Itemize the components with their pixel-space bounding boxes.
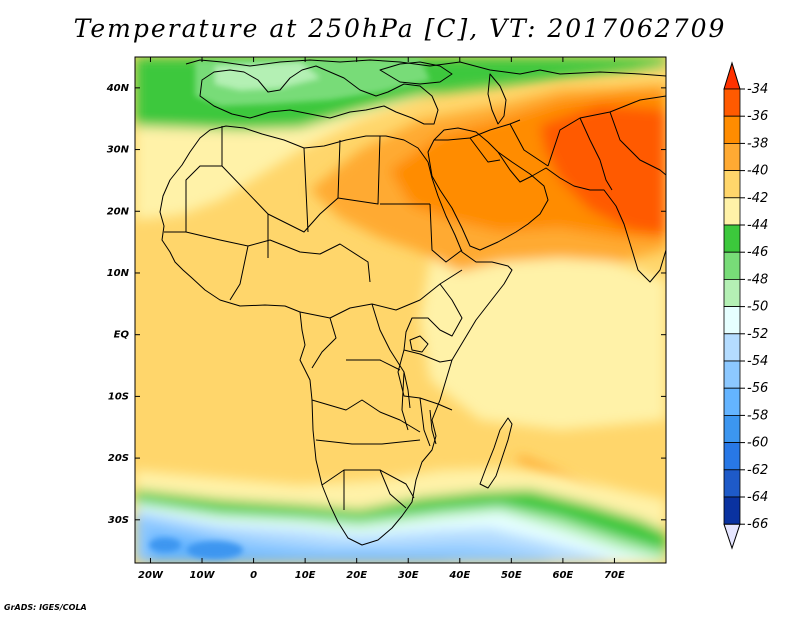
coastline-madagascar — [479, 417, 513, 489]
border-lines-central-africa — [299, 269, 463, 510]
colorbar-swatch — [723, 360, 741, 389]
colorbar-label: -48 — [747, 272, 768, 287]
colorbar-swatch — [723, 224, 741, 253]
colorbar-label: -44 — [747, 218, 768, 233]
colorbar-swatch — [723, 88, 741, 117]
colorbar-swatch — [723, 142, 741, 171]
coastline-caspian — [487, 73, 507, 125]
coastline-europe-north — [185, 59, 666, 77]
lake-victoria — [409, 335, 429, 353]
lat-tick-label: 30S — [108, 515, 129, 526]
colorbar-label: -42 — [747, 191, 768, 206]
colorbar-swatch — [723, 414, 741, 443]
border-lines-east-africa — [397, 203, 463, 447]
colorbar-swatch — [723, 251, 741, 280]
lon-tick-label: 40E — [448, 570, 470, 581]
colorbar-label: -46 — [747, 245, 768, 260]
colorbar-label: -62 — [747, 463, 768, 478]
longitude-ticks: 20W 10W 0 10E 20E 30E 40E 50E 60E 70E — [138, 57, 625, 581]
colorbar-swatch — [723, 306, 741, 335]
map-frame — [134, 56, 667, 564]
lat-tick-label: 20S — [108, 453, 129, 464]
lon-tick-label: 60E — [553, 570, 574, 581]
field-level-minus44-east — [420, 250, 666, 430]
colorbar-label: -50 — [747, 300, 768, 315]
country-borders — [159, 59, 666, 546]
latitude-ticks: 40N 30N 20N 10N EQ 10S 20S 30S — [106, 83, 666, 526]
coastline-black-sea — [379, 61, 453, 85]
chart-title: Temperature at 250hPa [C], VT: 201706270… — [73, 14, 727, 43]
lon-tick-label: 10E — [295, 570, 316, 581]
colorbar-label: -64 — [747, 490, 768, 505]
colorbar-swatch — [723, 442, 741, 471]
colorbar-label: -38 — [747, 136, 768, 151]
lon-tick-label: 20W — [138, 570, 164, 581]
coastline-persian-gulf — [497, 151, 666, 283]
colorbar-swatch — [723, 333, 741, 362]
lake-tanganyika — [403, 371, 411, 409]
lat-tick-label: 30N — [107, 145, 130, 156]
colorbar-swatch — [723, 170, 741, 199]
colorbar-label: -54 — [747, 354, 768, 369]
colorbar-swatch — [723, 496, 741, 525]
colorbar: -34 -36 -38 -40 -42 -44 -46 -48 -50 -52 -54 -56 -58 -… — [723, 61, 768, 550]
colorbar-swatch — [723, 115, 741, 144]
colorbar-swatch — [723, 197, 741, 226]
colorbar-swatch — [723, 469, 741, 498]
lat-tick-label: 40N — [106, 83, 130, 94]
lon-tick-label: 50E — [501, 570, 522, 581]
field-level-minus60-pocket — [149, 538, 181, 552]
lon-tick-label: 70E — [604, 570, 625, 581]
colorbar-label: -52 — [747, 327, 768, 342]
lon-tick-label: 30E — [398, 570, 419, 581]
border-lines-north-africa — [164, 126, 430, 301]
lat-tick-label: 20N — [107, 206, 130, 217]
colorbar-swatch — [723, 387, 741, 416]
colorbar-swatch — [723, 278, 741, 307]
lake-malawi — [429, 409, 437, 445]
border-lines-middle-east — [434, 95, 666, 191]
colorbar-label: -60 — [747, 436, 768, 451]
lon-tick-label: 10W — [190, 570, 216, 581]
colorbar-bottom-arrow — [723, 523, 741, 550]
colorbar-top-arrow — [723, 61, 741, 90]
coastline-africa — [159, 125, 513, 546]
colorbar-label: -40 — [747, 164, 768, 179]
colorbar-label: -56 — [747, 381, 768, 396]
lat-tick-label: 10S — [108, 391, 129, 402]
field-level-minus50-north — [215, 62, 320, 90]
coastline-mediterranean — [199, 65, 439, 125]
colorbar-label: -58 — [747, 408, 768, 423]
lat-tick-label: 10N — [107, 268, 130, 279]
colorbar-label: -66 — [747, 517, 768, 532]
credit-label: GrADS: IGES/COLA — [4, 603, 87, 612]
colorbar-label: -34 — [747, 82, 768, 97]
lat-tick-label: EQ — [114, 330, 130, 341]
colorbar-label: -36 — [747, 109, 768, 124]
lon-tick-label: 20E — [346, 570, 367, 581]
coastline-arabia — [427, 127, 549, 251]
field-level-minus60-pocket — [187, 541, 243, 559]
lon-tick-label: 0 — [250, 570, 257, 581]
